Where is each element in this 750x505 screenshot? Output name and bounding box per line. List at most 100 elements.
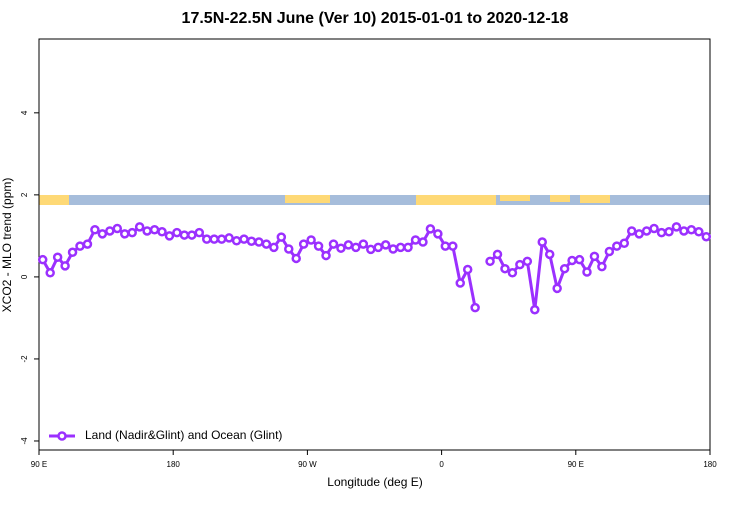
data-point — [612, 241, 622, 251]
data-point — [313, 241, 324, 251]
data-point — [343, 240, 354, 250]
data-point — [500, 263, 510, 274]
y-tick-label: 4 — [20, 110, 29, 115]
y-tick-label: -4 — [20, 437, 29, 445]
data-point — [224, 233, 234, 243]
x-tick-label: 90 E — [568, 460, 584, 469]
series-line — [41, 225, 708, 310]
data-point — [231, 236, 242, 246]
data-point — [179, 230, 190, 240]
data-point — [373, 242, 383, 253]
data-point — [157, 227, 167, 237]
data-point — [298, 239, 309, 249]
data-point — [470, 302, 480, 313]
data-point — [351, 242, 361, 253]
data-point — [90, 224, 100, 235]
data-point — [455, 278, 465, 288]
data-point — [336, 243, 346, 253]
x-axis-label: Longitude (deg E) — [327, 475, 422, 489]
data-point — [239, 234, 249, 244]
data-point — [686, 224, 697, 235]
x-tick-label: 180 — [703, 460, 717, 469]
data-point — [269, 242, 279, 253]
data-point — [395, 242, 406, 253]
data-point — [418, 237, 428, 247]
data-point — [679, 226, 689, 236]
data-point — [552, 283, 562, 294]
data-point — [694, 227, 704, 237]
data-point — [134, 222, 145, 232]
data-point — [649, 223, 659, 234]
y-tick-label: -2 — [20, 355, 29, 363]
data-point — [485, 256, 495, 267]
data-point — [358, 239, 369, 249]
data-point — [291, 253, 301, 264]
data-point — [172, 227, 182, 238]
data-point — [492, 249, 503, 260]
data-point — [582, 267, 592, 277]
land-ocean-strip — [39, 195, 710, 205]
data-point — [67, 247, 78, 258]
data-point — [366, 244, 376, 255]
data-point — [530, 304, 540, 315]
x-tick-label: 180 — [167, 460, 181, 469]
data-point — [202, 234, 212, 244]
y-tick-label: 0 — [20, 274, 29, 279]
x-tick-label: 0 — [439, 460, 444, 469]
data-point — [306, 235, 316, 245]
data-point — [597, 261, 607, 272]
data-point — [425, 224, 436, 234]
data-point — [619, 238, 630, 249]
chart-title: 17.5N-22.5N June (Ver 10) 2015-01-01 to … — [182, 10, 569, 27]
y-tick-label: 2 — [20, 192, 29, 197]
data-point — [127, 227, 137, 238]
data-point — [448, 241, 458, 251]
data-point — [82, 239, 93, 249]
data-point — [105, 226, 115, 236]
data-point — [626, 226, 637, 236]
data-point — [164, 231, 175, 241]
data-point — [52, 252, 63, 262]
data-point — [209, 234, 219, 244]
data-point — [37, 254, 48, 265]
data-point — [276, 232, 287, 242]
data-point — [97, 229, 108, 239]
data-point — [537, 237, 547, 247]
data-point — [656, 227, 667, 238]
data-point — [60, 261, 70, 271]
x-tick-label: 90 W — [298, 460, 317, 469]
data-point — [634, 229, 644, 239]
data-point — [507, 268, 518, 278]
data-point — [440, 241, 451, 251]
legend-label: Land (Nadir&Glint) and Ocean (Glint) — [85, 428, 282, 442]
data-point — [261, 239, 272, 249]
data-point — [216, 234, 227, 244]
data-point — [149, 224, 160, 235]
data-point — [321, 250, 331, 261]
data-point — [284, 244, 294, 254]
data-point — [604, 246, 615, 257]
data-point — [515, 259, 525, 270]
data-point — [254, 237, 264, 247]
legend-marker — [57, 431, 67, 441]
data-point — [119, 229, 130, 239]
data-point — [522, 256, 533, 267]
plot-frame — [38, 38, 711, 451]
data-point — [567, 255, 577, 266]
x-tick-label: 90 E — [31, 460, 47, 469]
data-point — [589, 251, 600, 262]
data-point — [559, 263, 570, 274]
data-point — [187, 230, 197, 240]
data-point — [544, 249, 555, 260]
data-point — [142, 226, 152, 236]
data-point — [246, 236, 257, 246]
data-point — [410, 235, 421, 245]
data-point — [388, 244, 398, 254]
data-point — [462, 264, 473, 275]
data-point — [701, 231, 712, 242]
data-point — [664, 227, 674, 237]
data-point — [194, 227, 205, 238]
data-point — [328, 239, 339, 249]
y-axis-label: XCO2 - MLO trend (ppm) — [0, 178, 14, 313]
